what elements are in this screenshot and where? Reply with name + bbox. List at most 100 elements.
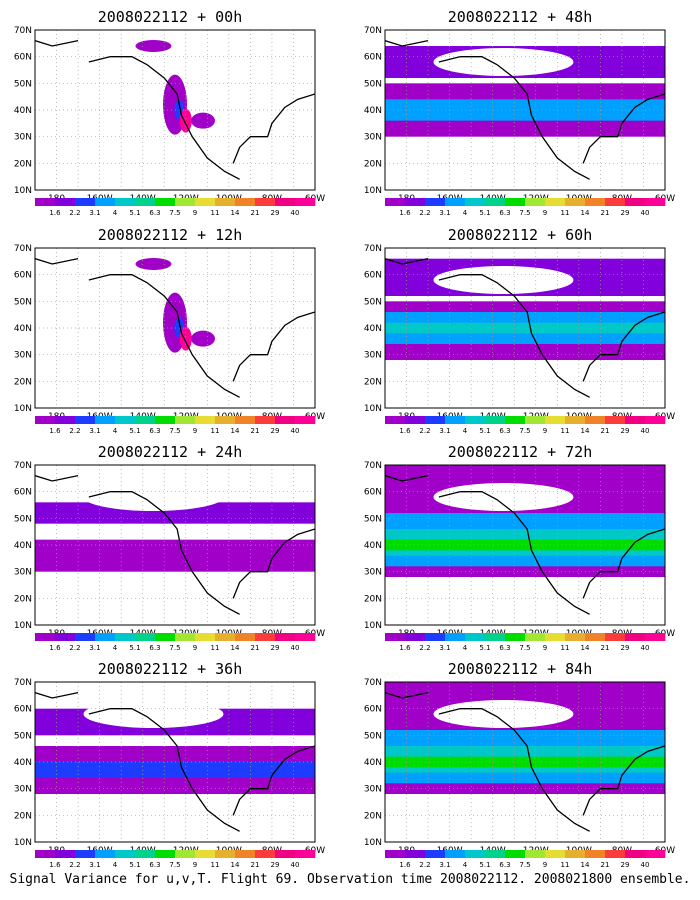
colorbar-label: 11	[211, 644, 220, 652]
latitude-label: 40N	[364, 541, 382, 551]
colorbar-segment	[585, 633, 606, 641]
colorbar-segment	[75, 633, 96, 641]
map-panel: 2008022112 + 72h70N60N50N40N30N20N10N180…	[350, 443, 690, 653]
colorbar-segment	[585, 850, 606, 858]
colorbar-segment	[135, 633, 156, 641]
colorbar-segment	[425, 416, 446, 424]
colorbar-label: 29	[621, 644, 630, 652]
colorbar-label: 9	[543, 209, 547, 217]
latitude-label: 60N	[14, 271, 32, 281]
variance-shading	[135, 40, 215, 135]
colorbar-segment	[295, 416, 316, 424]
colorbar-segment	[385, 633, 406, 641]
colorbar-segment	[485, 850, 506, 858]
colorbar-label: 2.2	[419, 427, 430, 435]
map-panel: 2008022112 + 36h70N60N50N40N30N20N10N180…	[0, 660, 340, 870]
colorbar-label: 11	[561, 861, 570, 869]
variance-band	[35, 539, 315, 572]
colorbar-segment	[75, 416, 96, 424]
colorbar-segment	[405, 633, 426, 641]
colorbar-label: 3.1	[89, 209, 100, 217]
colorbar-segment	[75, 198, 96, 206]
colorbar-label: 21	[251, 644, 260, 652]
latitude-label: 50N	[14, 79, 32, 89]
variance-map: 70N60N50N40N30N20N10N180160W140W120W100W…	[14, 26, 325, 217]
colorbar-label: 21	[251, 427, 260, 435]
colorbar-segment	[275, 198, 296, 206]
colorbar-label: 2.2	[69, 427, 80, 435]
map-frame	[34, 247, 316, 409]
colorbar-label: 4	[113, 861, 118, 869]
latitude-label: 10N	[364, 621, 382, 631]
low-variance-region	[433, 483, 574, 511]
colorbar-label: 11	[561, 644, 570, 652]
coastline	[582, 93, 665, 164]
variance-band	[35, 762, 315, 778]
latitude-label: 30N	[364, 133, 382, 143]
colorbar-segment	[525, 416, 546, 424]
latitude-label: 20N	[14, 811, 32, 821]
colorbar-segment	[295, 198, 316, 206]
coastline	[438, 708, 590, 832]
figure-caption: Signal Variance for u,v,T. Flight 69. Ob…	[9, 872, 691, 887]
latitude-label: 40N	[14, 541, 32, 551]
colorbar-label: 6.3	[499, 209, 510, 217]
latitude-label: 60N	[364, 53, 382, 63]
colorbar-segment	[485, 198, 506, 206]
colorbar-label: 6.3	[149, 644, 160, 652]
colorbar-label: 11	[561, 427, 570, 435]
colorbar-label: 7.5	[169, 427, 180, 435]
colorbar-label: 6.3	[499, 427, 510, 435]
variance-shading	[135, 258, 215, 353]
latitude-label: 60N	[364, 705, 382, 715]
colorbar-label: 7.5	[519, 209, 530, 217]
colorbar-segment	[215, 416, 236, 424]
colorbar-segment	[115, 198, 136, 206]
latitude-label: 20N	[14, 594, 32, 604]
colorbar-segment	[35, 633, 56, 641]
latitude-label: 40N	[364, 106, 382, 116]
colorbar-segment	[135, 416, 156, 424]
colorbar-label: 9	[193, 427, 197, 435]
colorbar-segment	[465, 633, 486, 641]
latitude-label: 70N	[14, 244, 32, 254]
colorbar-label: 40	[291, 644, 300, 652]
colorbar-segment	[115, 633, 136, 641]
latitude-label: 10N	[14, 404, 32, 414]
colorbar-segment	[505, 416, 526, 424]
map-frame	[384, 681, 666, 843]
gridlines	[35, 682, 315, 842]
colorbar-label: 7.5	[519, 861, 530, 869]
colorbar-label: 1.6	[399, 209, 411, 217]
latitude-label: 50N	[364, 731, 382, 741]
latitude-label: 20N	[364, 377, 382, 387]
panel-title: 2008022112 + 12h	[97, 226, 243, 244]
colorbar-segment	[215, 198, 236, 206]
colorbar-segment	[585, 416, 606, 424]
latitude-label: 70N	[14, 461, 32, 471]
colorbar-segment	[545, 633, 566, 641]
latitude-label: 10N	[14, 621, 32, 631]
colorbar-segment	[445, 633, 466, 641]
map-panel: 2008022112 + 48h70N60N50N40N30N20N10N180…	[350, 8, 690, 218]
colorbar-label: 7.5	[169, 861, 180, 869]
latitude-label: 60N	[14, 488, 32, 498]
colorbar-label: 11	[211, 209, 220, 217]
colorbar-label: 14	[581, 427, 590, 435]
colorbar-segment	[385, 198, 406, 206]
gridlines	[35, 465, 315, 625]
colorbar-segment	[115, 850, 136, 858]
coastline	[438, 56, 590, 180]
colorbar-segment	[605, 850, 626, 858]
colorbar-label: 6.3	[149, 209, 160, 217]
latitude-label: 10N	[364, 186, 382, 196]
colorbar-segment	[295, 633, 316, 641]
colorbar-segment	[55, 198, 76, 206]
coastline	[582, 311, 665, 382]
latitude-label: 30N	[364, 568, 382, 578]
colorbar-label: 11	[561, 209, 570, 217]
gridlines	[385, 30, 665, 190]
colorbar-segment	[55, 850, 76, 858]
colorbar-label: 14	[231, 209, 240, 217]
coastline	[88, 56, 240, 180]
